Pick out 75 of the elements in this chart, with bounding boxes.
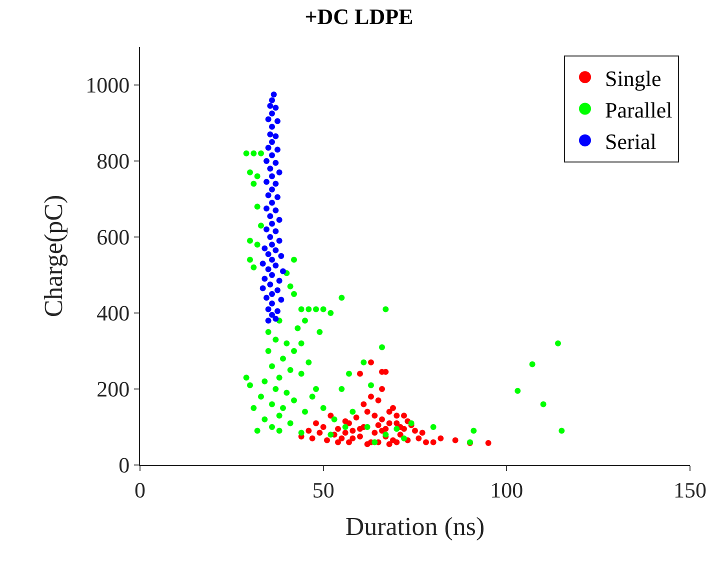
point: [260, 260, 266, 267]
point: [270, 92, 277, 98]
point: [272, 207, 279, 214]
point: [272, 262, 279, 268]
point: [265, 192, 272, 198]
point: [267, 102, 274, 109]
point: [269, 242, 275, 248]
point: [269, 124, 275, 130]
point: [265, 251, 272, 258]
point: [269, 220, 275, 227]
point: [280, 268, 286, 274]
point: [267, 213, 274, 220]
point: [272, 228, 279, 234]
point: [269, 200, 275, 206]
legend-label: Serial: [605, 128, 656, 154]
point: [274, 194, 280, 200]
point: [262, 245, 268, 252]
point: [269, 312, 275, 318]
x-tick-label: 0: [134, 477, 146, 502]
point: [274, 287, 280, 294]
point: [267, 131, 274, 138]
point: [269, 110, 275, 116]
point: [276, 216, 282, 223]
point: [260, 285, 266, 292]
point: [272, 180, 279, 187]
point: [265, 266, 272, 272]
point: [272, 247, 279, 254]
point: [264, 206, 270, 212]
point: [267, 166, 274, 172]
x-tick-label: 50: [312, 477, 334, 502]
x-axis-title: Duration (ns): [345, 512, 485, 542]
y-tick-label: 0: [118, 452, 130, 478]
point: [264, 294, 270, 301]
point: [276, 278, 282, 284]
point: [272, 316, 279, 322]
point: [264, 226, 270, 232]
point: [267, 234, 274, 240]
point: [269, 256, 275, 263]
point: [264, 178, 270, 185]
point: [269, 300, 275, 306]
point: [269, 291, 275, 297]
point: [276, 169, 282, 176]
point: [272, 160, 279, 166]
point: [265, 144, 272, 151]
point: [269, 272, 275, 278]
legend-label: Parallel: [605, 97, 672, 122]
legend-label: Single: [605, 66, 662, 91]
y-tick-label: 200: [96, 376, 130, 402]
point: [264, 158, 270, 164]
point: [272, 104, 279, 111]
y-tick-label: 1000: [86, 72, 130, 98]
point: [272, 133, 279, 140]
point: [269, 97, 275, 104]
point: [269, 139, 275, 145]
point: [278, 253, 284, 259]
y-tick-label: 800: [96, 148, 130, 174]
y-axis-title: Charge(pC): [39, 194, 68, 318]
point: [265, 116, 272, 122]
x-tick-label: 100: [490, 477, 524, 502]
point: [269, 173, 275, 180]
point: [262, 276, 268, 282]
point: [265, 306, 272, 312]
point: [269, 152, 275, 158]
chart-title: +DC LDPE: [304, 4, 414, 30]
point: [269, 186, 275, 192]
point: [274, 146, 280, 153]
y-tick-label: 400: [96, 300, 130, 326]
point: [276, 238, 282, 244]
x-tick-label: 150: [674, 477, 706, 502]
y-tick-label: 600: [96, 224, 130, 250]
point: [267, 282, 274, 288]
point: [274, 118, 280, 124]
point: [278, 296, 284, 303]
point: [274, 308, 280, 314]
point: [265, 318, 272, 324]
